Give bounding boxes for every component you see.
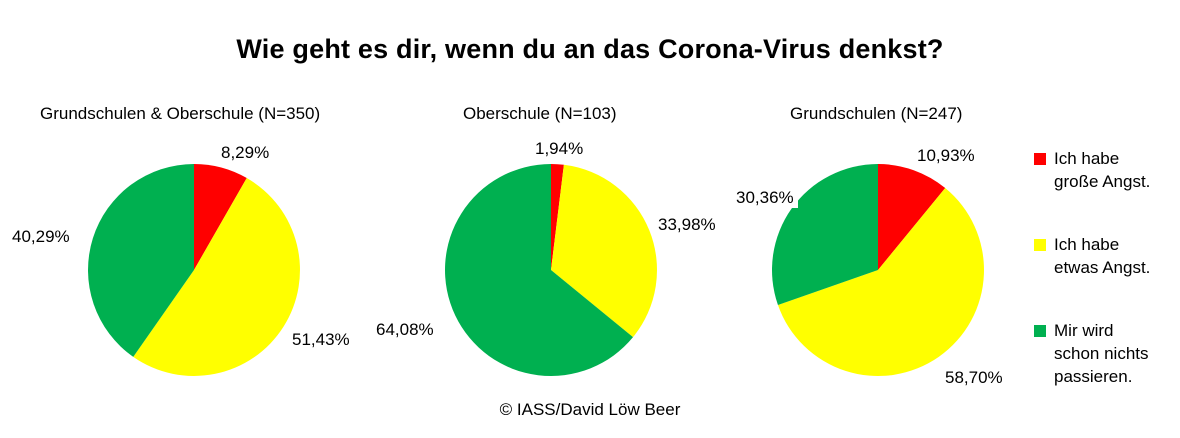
chart-2-slice-gross xyxy=(551,164,564,270)
legend-swatch-nichts xyxy=(1034,325,1046,337)
legend-label-etwas: Ich habe etwas Angst. xyxy=(1054,235,1151,277)
chart-2-subtitle: Oberschule (N=103) xyxy=(463,104,617,123)
chart-3-label-gross: 10,93% xyxy=(917,146,975,165)
chart-3-slice-gross xyxy=(878,164,946,270)
chart-3-subtitle: Grundschulen (N=247) xyxy=(790,104,963,123)
copyright-credit: © IASS/David Löw Beer xyxy=(499,400,681,419)
legend-label-nichts: Mir wird schon nichts passieren. xyxy=(1054,321,1149,386)
chart-2-label-nichts: 64,08% xyxy=(376,320,434,339)
chart-1-slice-etwas xyxy=(133,178,300,376)
chart-2-slice-etwas xyxy=(551,164,657,338)
legend-swatch-gross xyxy=(1034,153,1046,165)
chart-1-slice-gross xyxy=(194,164,247,270)
chart-1-label-nichts: 40,29% xyxy=(12,227,70,246)
legend-label-gross: Ich habe große Angst. xyxy=(1054,149,1151,191)
chart-3-slice-etwas xyxy=(777,188,984,376)
chart-3-slice-nichts xyxy=(771,164,878,306)
chart-1-subtitle: Grundschulen & Oberschule (N=350) xyxy=(40,104,321,123)
chart-3-label-etwas: 58,70% xyxy=(945,368,1003,387)
chart-3-label-nichts: 30,36% xyxy=(732,188,798,208)
chart-1-label-gross: 8,29% xyxy=(221,143,270,162)
chart-1-slice-nichts xyxy=(88,164,194,357)
chart-2-label-gross: 1,94% xyxy=(535,139,584,158)
chart-1-label-etwas: 51,43% xyxy=(292,330,350,349)
chart-2-slice-nichts xyxy=(445,164,634,376)
chart-2-label-etwas: 33,98% xyxy=(658,215,716,234)
chart-title: Wie geht es dir, wenn du an das Corona-V… xyxy=(236,34,944,64)
legend-swatch-etwas xyxy=(1034,239,1046,251)
